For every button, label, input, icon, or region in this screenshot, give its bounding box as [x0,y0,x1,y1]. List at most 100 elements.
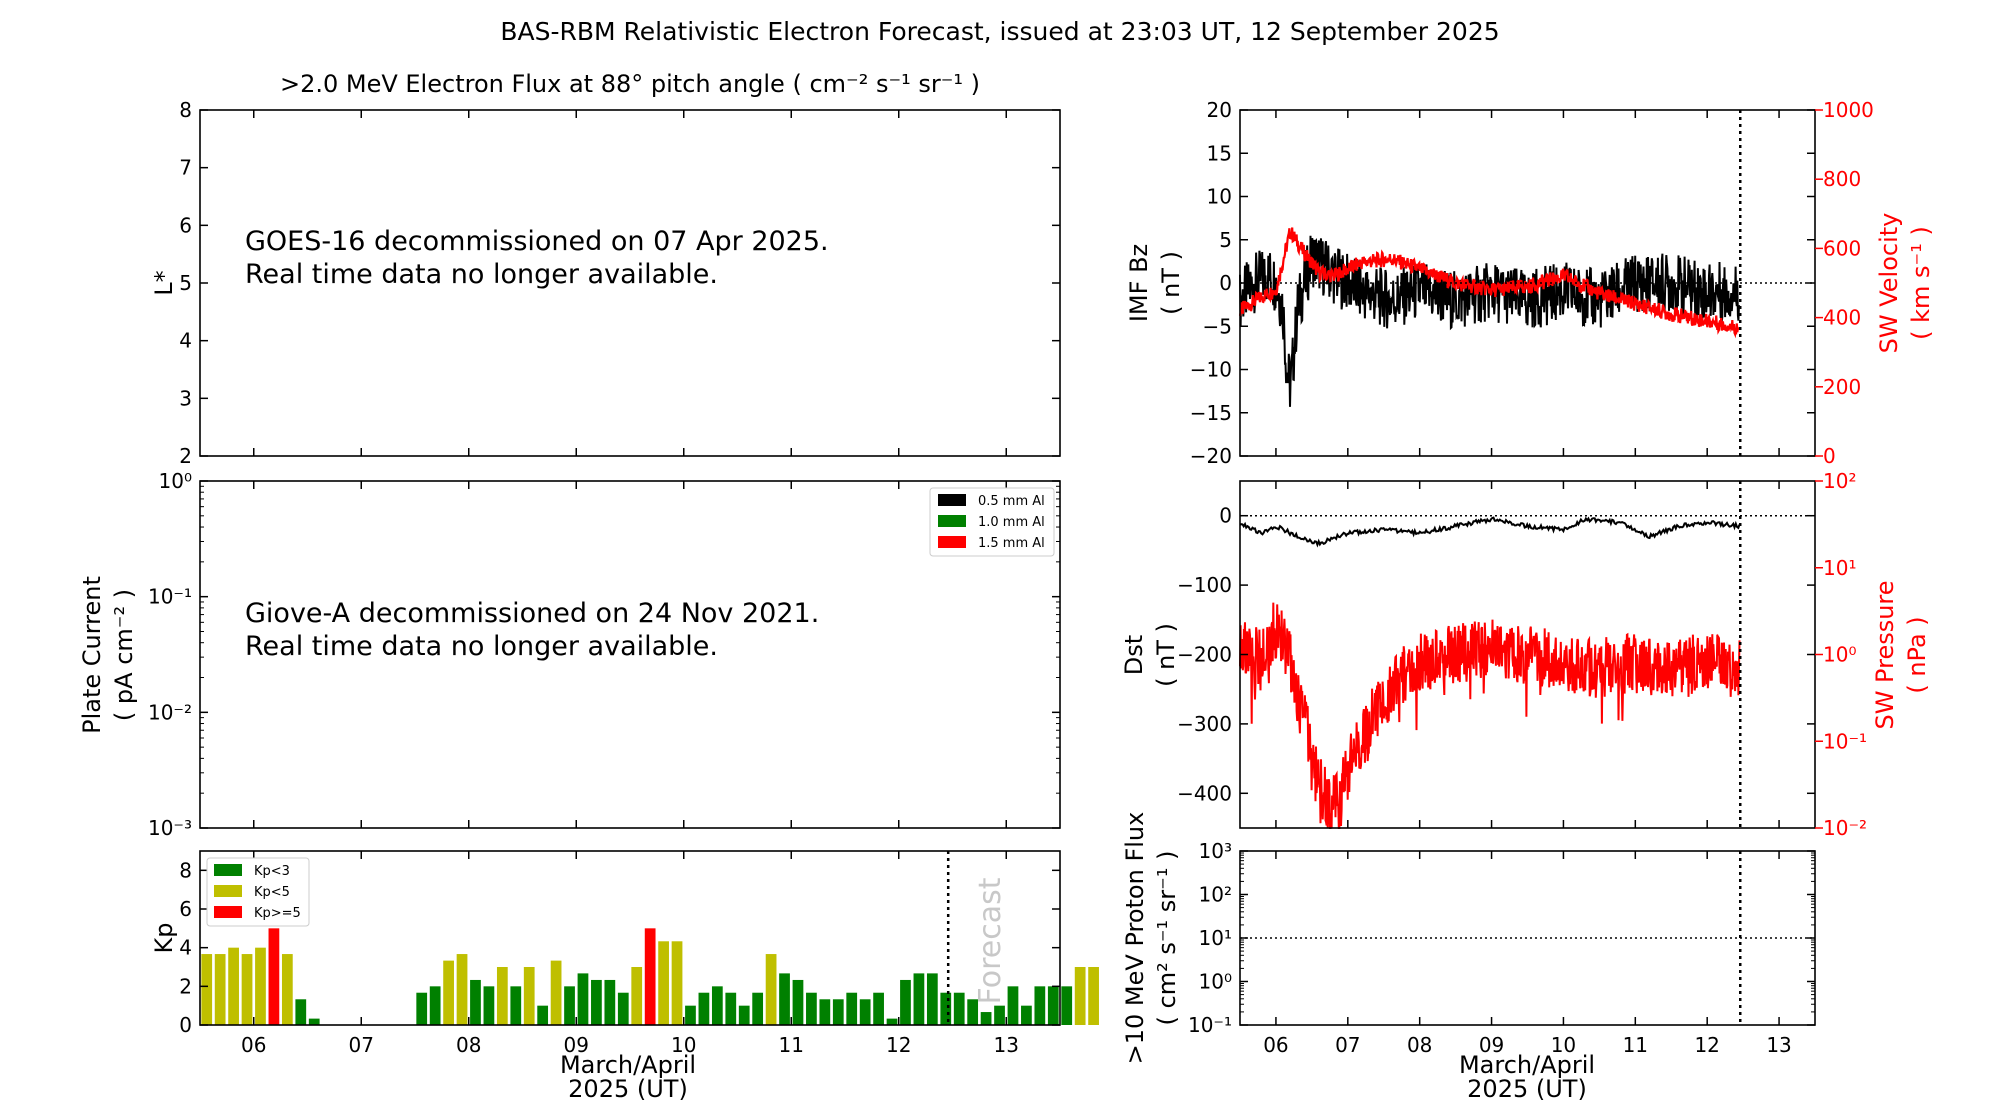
flux-y-tick-label-4: 6 [179,213,192,237]
proton-y-tick-label-4: 10³ [1199,839,1232,863]
kp-bar-56 [953,992,965,1025]
dst-y-label-2: ( nT ) [1152,623,1180,687]
plate-panel: 10⁰ 10⁻¹ 10⁻² 10⁻³ Plate Current ( pA cm⁻² … [78,469,1061,840]
kp-bar-26 [550,960,562,1025]
kp-bar-54 [926,973,938,1025]
kp-legend-swatch-0 [214,864,242,876]
kp-bar-25 [537,1005,549,1025]
imf-y2-ticks: 0 200 400 600 800 1000 [1815,98,1874,468]
kp-legend-label-0: Kp<3 [254,864,290,879]
kp-bar-36 [685,1005,696,1025]
kp-bar-8 [308,1018,320,1025]
kp-bar-59 [994,1005,1005,1025]
imf-y-tick-label-6: 10 [1207,185,1232,209]
sw-pressure-label-2: ( nPa ) [1903,616,1931,693]
kp-x-label-2: 2025 (UT) [568,1075,688,1100]
imf-y-tick-label-7: 15 [1207,141,1232,165]
proton-x-tick-label-5: 11 [1623,1033,1648,1057]
kp-bar-43 [779,973,790,1025]
kp-bar-46 [819,999,831,1025]
dst-y-tick-label-0: −400 [1177,781,1232,805]
sw-velocity-label-2: ( km s⁻¹ ) [1907,226,1935,340]
flux-panel: >2.0 MeV Electron Flux at 88° pitch angl… [150,70,1061,468]
kp-bar-22 [496,967,508,1025]
dst-y-tick-label-4: 0 [1219,504,1232,528]
kp-x-label-1: March/April [560,1051,696,1079]
flux-title: >2.0 MeV Electron Flux at 88° pitch angl… [280,70,980,98]
proton-y-tick-label-0: 10⁻¹ [1188,1013,1232,1037]
kp-bar-17 [429,986,441,1025]
sw-pressure-label-1: SW Pressure [1871,580,1899,729]
plate-legend-label-2: 1.5 mm Al [978,536,1045,551]
plate-y-ticks: 10⁰ 10⁻¹ 10⁻² 10⁻³ [148,469,1060,840]
kp-y-tick-label-3: 6 [179,897,192,921]
imf-y2-tick-label-2: 400 [1823,306,1861,330]
kp-bar-42 [765,954,777,1025]
kp-bar-40 [738,1005,750,1025]
plate-legend-swatch-1 [938,515,966,527]
plate-message-line-1: Giove-A decommissioned on 24 Nov 2021. [245,598,819,629]
flux-message-line-1: GOES-16 decommissioned on 07 Apr 2025. [245,226,829,257]
imf-y-tick-label-4: 0 [1219,271,1232,295]
kp-bar-38 [711,986,723,1025]
kp-bar-61 [1021,1005,1032,1025]
figure-title: BAS-RBM Relativistic Electron Forecast, … [500,17,1499,46]
sw-velocity-label-1: SW Velocity [1875,213,1903,354]
kp-x-tick-label-3: 09 [564,1033,589,1057]
imf-y-tick-label-2: −10 [1190,358,1232,382]
dst-y-ticks: −400 −300 −200 −100 0 [1177,504,1815,805]
proton-x-tick-label-1: 07 [1335,1033,1360,1057]
plate-y-label-1: Plate Current [78,576,106,734]
plate-y-tick-label-1: 10⁻¹ [148,585,192,609]
imf-panel: −20 −15 −10 −5 0 5 10 15 20 0 200 400 600 800 1000 IM… [1125,98,1935,468]
plate-message-line-2: Real time data no longer available. [245,631,718,662]
plate-legend-label-1: 1.0 mm Al [978,515,1045,530]
kp-legend: Kp<3 Kp<5 Kp>=5 [206,857,310,927]
kp-bar-48 [846,992,858,1025]
kp-x-tick-label-7: 13 [994,1033,1019,1057]
sw-velocity-line [1238,227,1740,339]
kp-bar-7 [295,999,307,1025]
flux-y-tick-label-5: 7 [179,156,192,180]
imf-y-ticks: −20 −15 −10 −5 0 5 10 15 20 [1190,98,1815,468]
kp-bar-60 [1007,986,1019,1025]
plate-legend-swatch-0 [938,494,966,506]
kp-bar-0 [201,954,213,1025]
kp-bar-21 [483,986,495,1025]
imf-x-ticks [1275,110,1780,456]
kp-bar-51 [886,1018,898,1025]
kp-x-tick-label-5: 11 [779,1033,804,1057]
imf-y2-tick-label-1: 200 [1823,375,1861,399]
kp-bar-28 [577,973,589,1025]
dst-y-tick-label-3: −100 [1177,573,1232,597]
imf-y-tick-label-0: −20 [1190,444,1232,468]
kp-y-label: Kp [150,923,178,954]
proton-y-tick-label-2: 10¹ [1199,926,1232,950]
imf-y-tick-label-3: −5 [1203,314,1232,338]
kp-bar-18 [443,960,454,1025]
flux-x-ticks [253,110,1007,456]
kp-legend-swatch-1 [214,885,242,897]
kp-forecast-label: Forecast [973,877,1008,1004]
kp-bars [201,928,1099,1025]
kp-bar-20 [470,979,481,1025]
kp-y-tick-label-0: 0 [179,1013,192,1037]
plate-y-tick-label-0: 10⁰ [159,469,192,493]
kp-x-tick-label-6: 12 [886,1033,911,1057]
kp-bar-37 [698,992,710,1025]
kp-bar-3 [241,954,253,1025]
proton-x-tick-label-3: 09 [1479,1033,1504,1057]
kp-axes-frame [199,850,1061,1026]
imf-y-label-2: ( nT ) [1157,251,1185,315]
kp-panel: 0 2 4 6 8 06 07 08 09 10 11 12 13 Forecast Kp March… [150,850,1099,1100]
imf-y-tick-label-5: 5 [1219,228,1232,252]
kp-y-tick-label-4: 8 [179,858,192,882]
dst-y-tick-label-2: −200 [1177,643,1232,667]
kp-bar-31 [617,992,629,1025]
kp-bar-24 [523,967,535,1025]
kp-bar-64 [1061,986,1073,1025]
kp-bar-62 [1034,986,1046,1025]
kp-bar-66 [1088,967,1099,1025]
kp-bar-39 [725,992,737,1025]
